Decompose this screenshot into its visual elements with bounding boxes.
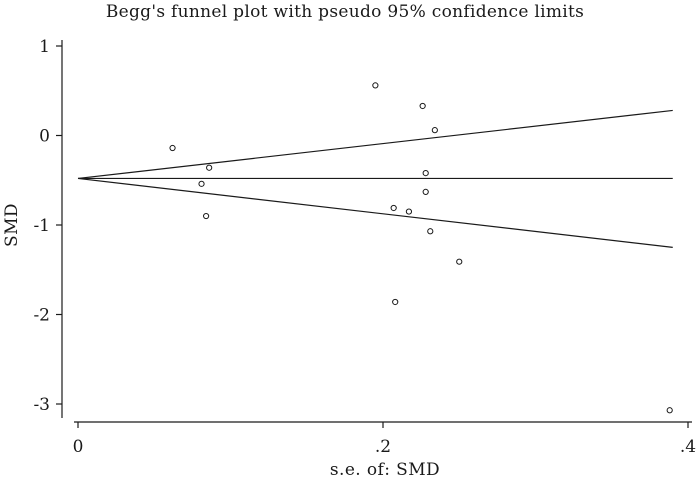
data-point [372, 82, 379, 89]
y-tick-label: 0 [39, 127, 50, 147]
x-axis-title: s.e. of: SMD [330, 460, 440, 480]
y-tick-label: -2 [33, 306, 50, 326]
data-point [456, 258, 463, 265]
study-points [169, 82, 673, 414]
x-tick-label: .2 [375, 437, 391, 457]
y-tick-label: 1 [39, 37, 50, 57]
data-point [392, 298, 399, 306]
x-tick-label: 0 [73, 437, 84, 457]
data-point [405, 208, 413, 215]
data-point [419, 102, 426, 110]
y-axis-title: SMD [2, 203, 22, 247]
data-point [198, 180, 205, 187]
y-tick-label: -3 [33, 395, 50, 415]
data-point [390, 204, 397, 212]
data-point [666, 407, 673, 414]
y-tick-label: -1 [33, 216, 50, 236]
data-point [203, 212, 210, 220]
data-point [422, 188, 429, 195]
funnel-lines [77, 109, 673, 248]
upper-confidence-limit-line [77, 109, 673, 180]
data-point [206, 164, 213, 171]
data-point [422, 169, 429, 177]
x-tick-label: .4 [680, 437, 696, 457]
data-point [427, 228, 434, 235]
axes: 1 0 -1 -2 -3 0 .2 .4 [33, 37, 696, 457]
chart-title: Begg's funnel plot with pseudo 95% confi… [106, 2, 584, 22]
data-point [431, 127, 438, 134]
data-point [169, 144, 176, 152]
lower-confidence-limit-line [77, 177, 673, 248]
